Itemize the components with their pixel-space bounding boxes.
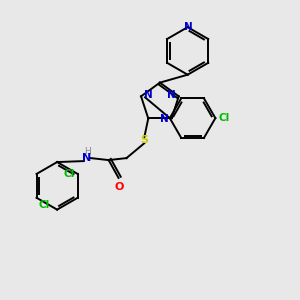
Text: N: N	[144, 90, 153, 100]
Text: S: S	[140, 135, 148, 145]
Text: N: N	[82, 153, 92, 163]
Text: Cl: Cl	[38, 200, 50, 210]
Text: O: O	[115, 182, 124, 192]
Text: Cl: Cl	[218, 113, 230, 123]
Text: N: N	[184, 22, 193, 32]
Text: H: H	[84, 147, 91, 156]
Text: Cl: Cl	[64, 169, 75, 179]
Text: N: N	[167, 90, 176, 100]
Text: N: N	[160, 115, 169, 124]
